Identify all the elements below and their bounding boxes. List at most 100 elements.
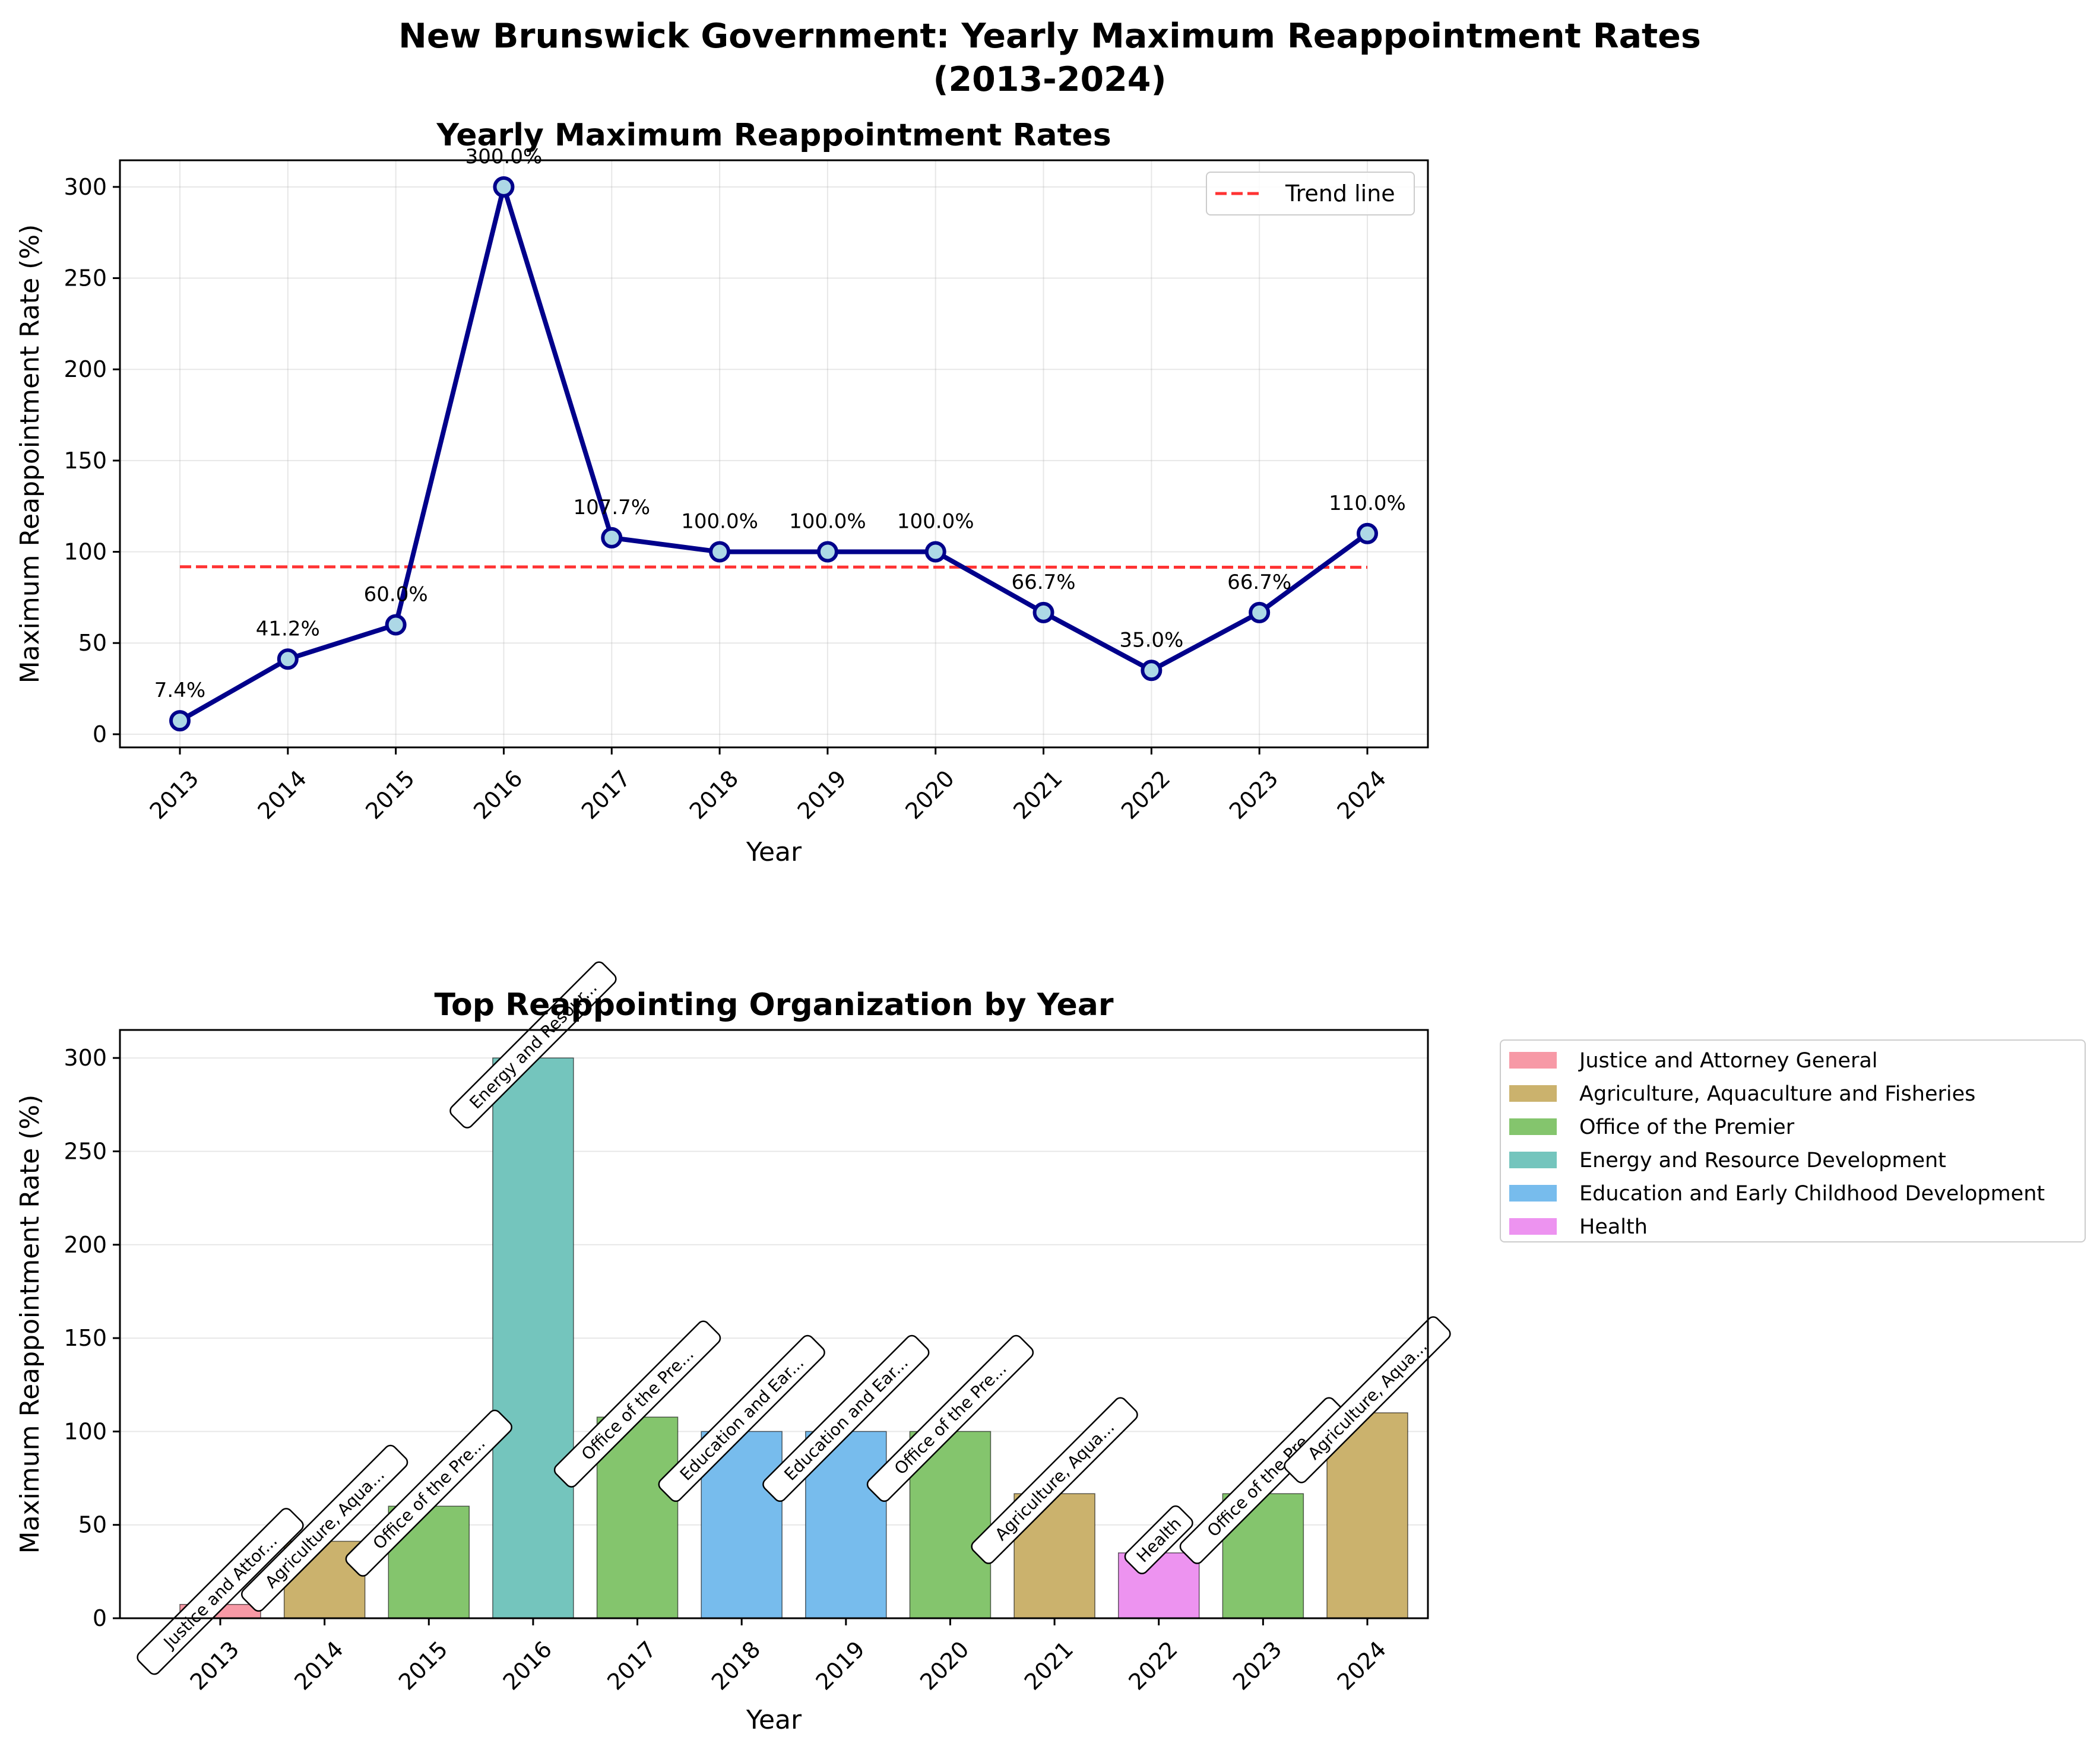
bar	[492, 1057, 574, 1619]
data-point	[493, 176, 515, 198]
y-tick-label: 300	[64, 174, 107, 200]
legend-frame	[1500, 1039, 2086, 1242]
annotation-box	[345, 1409, 512, 1577]
x-tick-label: 2022	[1123, 1636, 1183, 1695]
x-tick-label: 2014	[289, 1636, 349, 1695]
data-point	[1249, 601, 1271, 623]
axes-title: Yearly Maximum Reappointment Rates	[436, 118, 1111, 153]
series-line	[179, 184, 1369, 723]
x-axis-label: Year	[746, 837, 802, 867]
figure-title-line1: New Brunswick Government: Yearly Maximum…	[398, 17, 1701, 56]
x-tick-label: 2023	[1228, 1636, 1287, 1695]
x-tick-label: 2020	[915, 1636, 974, 1695]
x-tick-label: 2017	[577, 765, 636, 825]
x-tick-label: 2024	[1332, 1636, 1392, 1695]
trend-line	[179, 565, 1368, 569]
data-label: 300.0%	[465, 145, 543, 169]
data-label: 100.0%	[681, 510, 758, 534]
annotation-box	[553, 1320, 721, 1488]
data-point	[169, 710, 191, 732]
data-point	[385, 614, 407, 636]
legend-frame	[1206, 172, 1415, 215]
y-tick-label: 50	[78, 1512, 107, 1538]
legend-label: Health	[1579, 1215, 1648, 1239]
legend-swatch	[1509, 1185, 1557, 1202]
data-label: 107.7%	[573, 496, 650, 519]
y-tick-label: 250	[64, 265, 107, 291]
y-tick-label: 0	[93, 721, 107, 747]
legend-swatch	[1509, 1118, 1557, 1135]
x-tick-label: 2019	[810, 1636, 870, 1695]
y-tick-label: 50	[78, 630, 107, 656]
legend-label: Trend line	[1285, 180, 1395, 207]
data-label: 100.0%	[789, 510, 866, 534]
x-tick-label: 2013	[185, 1636, 245, 1695]
x-axis-label: Year	[746, 1705, 802, 1735]
annotation-box	[971, 1397, 1138, 1564]
data-label: 7.4%	[154, 679, 205, 702]
data-point	[1032, 601, 1054, 623]
legend-label: Office of the Premier	[1579, 1115, 1795, 1139]
y-tick-label: 200	[64, 1232, 107, 1258]
annotation-box	[1124, 1505, 1193, 1574]
data-point	[709, 541, 731, 563]
data-point	[816, 541, 838, 563]
axes-frame	[119, 1029, 1429, 1619]
bar	[1326, 1412, 1408, 1619]
annotation-box	[240, 1444, 408, 1612]
data-label: 110.0%	[1329, 492, 1406, 515]
organization-legend: Justice and Attorney General Agriculture,…	[1500, 1039, 2086, 1242]
x-tick-label: 2018	[707, 1636, 766, 1695]
x-tick-label: 2020	[900, 765, 959, 825]
x-tick-label: 2022	[1116, 765, 1176, 825]
legend-label: Education and Early Childhood Developmen…	[1579, 1182, 2045, 1206]
x-tick-label: 2015	[360, 765, 420, 825]
annotation-box	[1284, 1316, 1451, 1483]
y-tick-label: 200	[64, 356, 107, 382]
bar-chart-panel: Justice and Attor...Agriculture, Aqua...…	[15, 961, 1451, 1735]
annotation-box	[658, 1334, 825, 1502]
x-tick-label: 2021	[1008, 765, 1068, 825]
y-tick-label: 250	[64, 1138, 107, 1164]
legend-swatch	[1509, 1085, 1557, 1102]
annotation-box	[762, 1334, 930, 1502]
x-tick-label: 2013	[145, 765, 204, 825]
x-tick-label: 2018	[685, 765, 744, 825]
annotation-box	[866, 1334, 1034, 1502]
y-axis-label: Maximum Reappointment Rate (%)	[15, 224, 45, 684]
line-chart-panel: 7.4% 41.2% 60.0% 300.0% 107.7% 100.0% 100.0% 10…	[15, 118, 1429, 867]
data-point	[601, 527, 623, 549]
annotation-box	[137, 1508, 304, 1675]
axes-frame	[119, 159, 1429, 749]
data-point	[924, 541, 946, 563]
data-label: 41.2%	[256, 617, 320, 641]
legend-swatch	[1509, 1218, 1557, 1235]
y-tick-label: 100	[64, 539, 107, 565]
data-label: 35.0%	[1119, 628, 1183, 652]
y-tick-label: 100	[64, 1418, 107, 1444]
trend-legend: Trend line	[1206, 172, 1415, 215]
x-tick-label: 2014	[252, 765, 312, 825]
legend-label: Justice and Attorney General	[1578, 1049, 1878, 1073]
data-label: 66.7%	[1227, 570, 1291, 594]
legend-swatch	[1509, 1152, 1557, 1168]
y-tick-label: 150	[64, 1325, 107, 1351]
y-tick-label: 150	[64, 448, 107, 474]
x-tick-label: 2023	[1224, 765, 1284, 825]
annotation-box	[1179, 1397, 1347, 1564]
x-tick-label: 2016	[498, 1636, 558, 1695]
legend-label: Energy and Resource Development	[1579, 1149, 1946, 1172]
y-axis-label: Maximum Reappointment Rate (%)	[15, 1095, 45, 1554]
figure-title-line2: (2013-2024)	[933, 60, 1166, 99]
axes-title: Top Reappointing Organization by Year	[434, 987, 1113, 1023]
x-tick-label: 2024	[1332, 765, 1392, 825]
x-tick-label: 2019	[793, 765, 852, 825]
data-point	[277, 648, 299, 670]
data-point	[1141, 660, 1163, 681]
data-label: 60.0%	[364, 582, 428, 606]
x-tick-label: 2015	[394, 1636, 453, 1695]
y-tick-label: 0	[93, 1605, 107, 1631]
y-tick-label: 300	[64, 1045, 107, 1071]
annotation-box	[449, 961, 617, 1128]
